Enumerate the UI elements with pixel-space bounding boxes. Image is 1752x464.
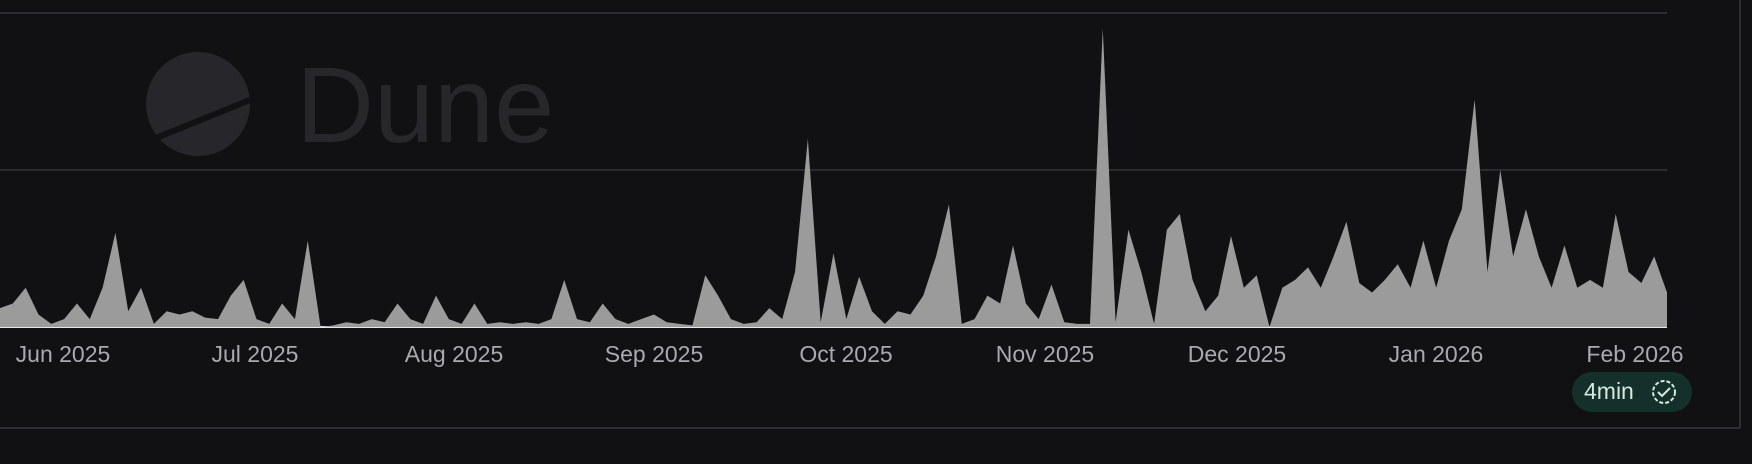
x-tick-label: Nov 2025: [996, 341, 1094, 367]
freshness-badge[interactable]: 4min: [1572, 372, 1692, 412]
x-tick-label: Jul 2025: [212, 341, 299, 367]
x-tick-label: Sep 2025: [605, 341, 703, 367]
watermark-text: Dune: [296, 44, 554, 165]
badge-icon: [1652, 380, 1676, 404]
watermark: Dune: [146, 44, 554, 165]
x-tick-label: Aug 2025: [405, 341, 503, 367]
x-tick-label: Oct 2025: [799, 341, 892, 367]
watermark-logo-stripe: [154, 97, 252, 141]
x-tick-label: Dec 2025: [1188, 341, 1286, 367]
badge-check: [1657, 387, 1671, 398]
x-tick-label: Jun 2025: [16, 341, 111, 367]
x-tick-label: Jan 2026: [1389, 341, 1484, 367]
badge-text: 4min: [1584, 378, 1634, 404]
x-tick-label: Feb 2026: [1586, 341, 1683, 367]
area: [0, 28, 1667, 327]
